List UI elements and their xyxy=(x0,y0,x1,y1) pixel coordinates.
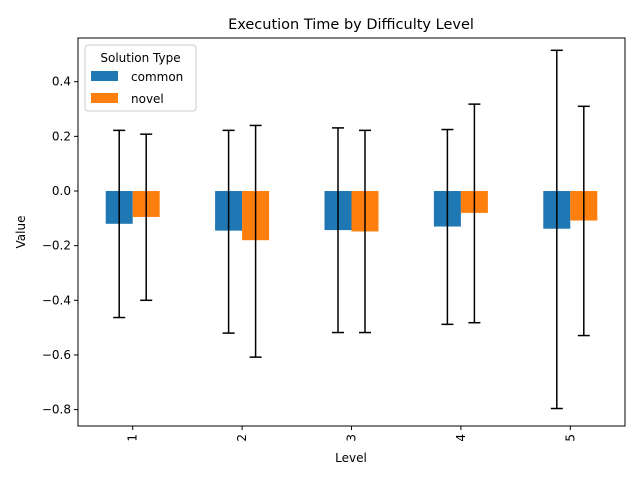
x-tick-label: 5 xyxy=(563,434,577,442)
y-tick-label: −0.6 xyxy=(42,348,71,362)
plot-area xyxy=(105,49,598,410)
legend-swatch-novel xyxy=(91,93,118,103)
x-tick-label: 1 xyxy=(126,434,140,442)
y-tick-label: 0.2 xyxy=(52,129,71,143)
x-tick-label: 3 xyxy=(345,434,359,442)
y-tick-label: 0.4 xyxy=(52,75,71,89)
y-tick-label: 0.0 xyxy=(52,184,71,198)
legend-swatch-common xyxy=(91,71,118,81)
axes: −0.8 −0.6 −0.4 −0.2 0.0 0.2 0.4 1 2 3 4 5 xyxy=(42,37,626,442)
legend-label-novel: novel xyxy=(131,92,164,106)
y-tick-label: −0.4 xyxy=(42,293,71,307)
legend-label-common: common xyxy=(131,70,183,84)
x-tick-label: 2 xyxy=(235,434,249,442)
y-tick-label: −0.2 xyxy=(42,239,71,253)
x-axis-title: Level xyxy=(335,451,367,465)
legend-title: Solution Type xyxy=(100,51,180,65)
y-tick-label: −0.8 xyxy=(42,403,71,417)
legend: Solution Type common novel xyxy=(84,44,197,112)
x-tick-label: 4 xyxy=(454,434,468,442)
y-axis-title: Value xyxy=(14,216,28,249)
chart-title: Execution Time by Difficulty Level xyxy=(228,17,474,33)
